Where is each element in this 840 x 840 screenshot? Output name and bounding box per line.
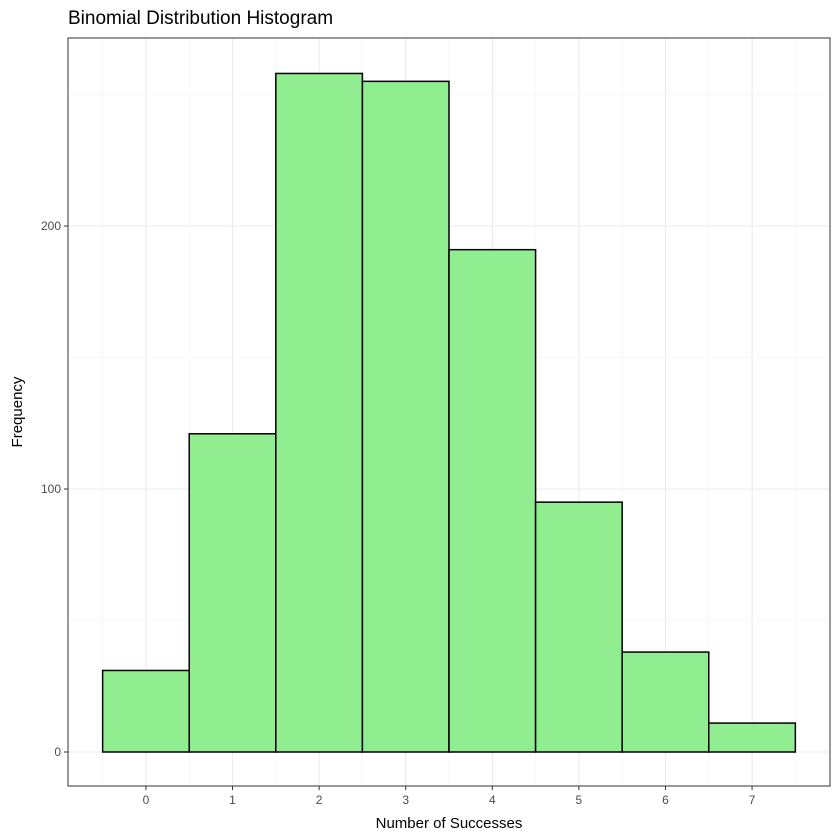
y-tick-label: 100 <box>41 482 61 496</box>
panel-border <box>67 37 831 787</box>
x-axis: 0 1 2 3 4 5 6 7 <box>143 786 756 807</box>
chart-title: Binomial Distribution Histogram <box>68 8 333 29</box>
y-tick-label: 200 <box>41 219 61 233</box>
x-tick-label: 5 <box>576 793 583 807</box>
bar-2 <box>275 72 364 753</box>
bar-3 <box>361 80 450 753</box>
x-tick-label: 7 <box>749 793 756 807</box>
x-tick-label: 2 <box>316 793 323 807</box>
x-tick-label: 3 <box>402 793 409 807</box>
bar-1 <box>188 433 277 753</box>
y-tick-label: 0 <box>54 745 61 759</box>
bar-7 <box>708 722 797 753</box>
y-axis: 0 100 200 <box>41 219 68 759</box>
bar-6 <box>621 651 710 753</box>
x-tick-label: 1 <box>229 793 236 807</box>
x-tick-label: 6 <box>662 793 669 807</box>
x-axis-title: Number of Successes <box>376 815 523 832</box>
bars <box>101 72 797 753</box>
y-axis-title: Frequency <box>9 376 26 447</box>
x-tick-label: 0 <box>143 793 150 807</box>
bar-5 <box>534 501 623 753</box>
bar-0 <box>101 669 190 753</box>
bar-4 <box>448 248 537 753</box>
x-tick-label: 4 <box>489 793 496 807</box>
